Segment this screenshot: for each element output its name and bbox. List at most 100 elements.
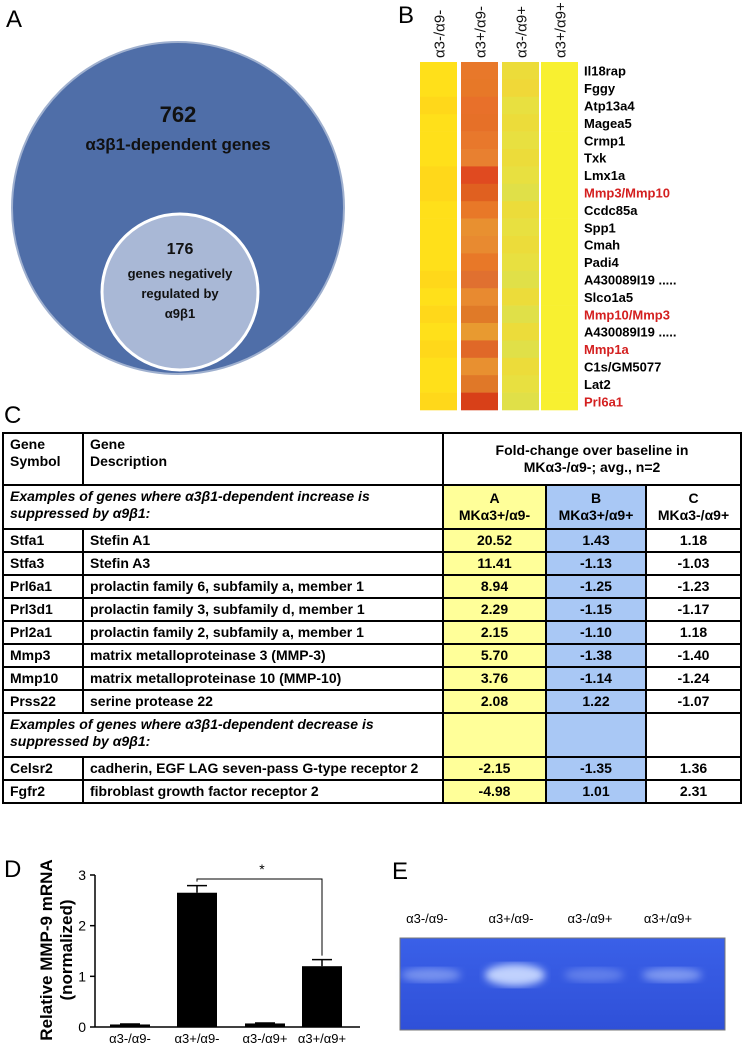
heatmap-cell <box>541 114 578 132</box>
significance-bracket <box>196 878 323 956</box>
heatmap-cell <box>502 62 539 80</box>
gene-label: Atp13a4 <box>584 99 635 114</box>
table-cell: Prl3d1 <box>2 597 84 622</box>
heatmap-cell <box>541 201 578 219</box>
table-cell: A MKα3+/α9- <box>442 484 547 530</box>
cell-text: -1.15 <box>580 601 612 617</box>
y-tick-label: 3 <box>78 867 86 883</box>
table-cell: -1.38 <box>545 643 647 668</box>
y-tick-label: 1 <box>78 968 86 984</box>
cell-text: 2.29 <box>480 601 509 617</box>
table-cell: -1.13 <box>545 551 647 576</box>
bar <box>177 892 217 1027</box>
cell-text: -1.10 <box>580 624 612 640</box>
cell-text: 1.36 <box>679 760 708 776</box>
cell-text: 1.01 <box>582 783 610 799</box>
heatmap-cell <box>461 114 498 132</box>
heatmap-cell <box>461 183 498 202</box>
table-cell: 11.41 <box>442 551 547 576</box>
panel-label: C <box>4 402 22 429</box>
table-cell: 2.31 <box>644 779 743 804</box>
cell-text: Stfa1 <box>10 532 45 548</box>
table-cell: Fgfr2 <box>2 779 84 804</box>
cell-text: Prl6a1 <box>10 578 53 594</box>
cell-text: A <box>489 490 500 506</box>
heatmap-cell <box>502 323 539 341</box>
heatmap-cell <box>541 357 578 376</box>
heatmap-cell <box>461 201 498 219</box>
table-row: Prl3d1 prolactin family 3, subfamily d, m… <box>2 597 743 622</box>
cell-text: Symbol <box>10 453 61 469</box>
gene-label: Ccdc85a <box>584 203 638 218</box>
heatmap-cell <box>461 236 498 254</box>
heatmap-cell <box>420 96 457 115</box>
heatmap-cell <box>461 149 498 167</box>
heatmap-cell <box>502 340 539 359</box>
table-cell: 2.08 <box>442 689 547 714</box>
heatmap-cell <box>420 62 457 80</box>
cell-text: MKα3-/α9-; avg., n=2 <box>523 459 661 475</box>
table-cell: Prl6a1 <box>2 574 84 599</box>
cell-text: 1.22 <box>582 693 610 709</box>
table-cell <box>644 712 743 758</box>
table-cell: prolactin family 6, subfamily a, member … <box>82 574 444 599</box>
table-cell: 1.36 <box>644 756 743 781</box>
y-axis-label: Relative MMP-9 mRNA <box>37 859 56 1040</box>
heatmap-cell <box>420 131 457 150</box>
table-cell: Examples of genes where α3β1-dependent i… <box>2 484 444 530</box>
table-row: Mmp3 matrix metalloproteinase 3 (MMP-3) 5.… <box>2 643 743 668</box>
table-cell: Examples of genes where α3β1-dependent d… <box>2 712 444 758</box>
cell-text: Gene <box>10 436 46 452</box>
cell-text: MKα3+/α9- <box>458 507 531 523</box>
table-cell: 1.18 <box>644 620 743 645</box>
heatmap-cell <box>502 131 539 150</box>
table-row: Stfa3 Stefin A3 11.41 -1.13 -1.03 <box>2 551 743 576</box>
y-tick-label: 2 <box>78 918 86 934</box>
gel-band <box>401 968 461 982</box>
table-cell: Stfa1 <box>2 528 84 553</box>
heatmap-cell <box>502 166 539 185</box>
gene-label: A430089I19 ..... <box>584 273 677 288</box>
gene-set-label: regulated by <box>141 286 219 301</box>
gene-label: Crmp1 <box>584 133 625 148</box>
heatmap-cell <box>541 288 578 306</box>
cell-text: Stefin A1 <box>90 532 151 548</box>
cell-text: -1.17 <box>677 601 710 617</box>
table-row: Examples of genes where α3β1-dependent d… <box>2 712 743 758</box>
heatmap-cell <box>420 114 457 132</box>
table-row: Mmp10 matrix metalloproteinase 10 (MMP-10… <box>2 666 743 691</box>
gene-label: Cmah <box>584 238 620 253</box>
cell-text: -1.35 <box>580 760 612 776</box>
heatmap-cell <box>502 79 539 98</box>
gene-set-label: α9β1 <box>165 306 195 321</box>
table-row: Celsr2 cadherin, EGF LAG seven-pass G-typ… <box>2 756 743 781</box>
lane-label: α3+/α9- <box>488 911 533 926</box>
cell-text: matrix metalloproteinase 10 (MMP-10) <box>90 670 342 686</box>
heatmap-cell <box>502 357 539 376</box>
heatmap-cell <box>502 253 539 272</box>
lane-label: α3-/α9- <box>406 911 448 926</box>
lane-label: α3-/α9+ <box>567 911 612 926</box>
cell-text: -1.25 <box>580 578 612 594</box>
heatmap-cell <box>461 392 498 411</box>
heatmap-cell <box>420 236 457 254</box>
lane-label: α3+/α9+ <box>644 911 692 926</box>
cell-text: Fgfr2 <box>10 783 45 799</box>
gene-label: Txk <box>584 151 607 166</box>
heatmap-cell <box>502 201 539 219</box>
cell-text: Celsr2 <box>10 760 53 776</box>
heatmap-cell <box>420 253 457 272</box>
table-cell: Mmp3 <box>2 643 84 668</box>
gene-set-label: genes negatively <box>128 266 234 281</box>
cell-text: 3.76 <box>480 670 509 686</box>
gene-label: Mmp1a <box>584 342 630 357</box>
heatmap-cell <box>541 166 578 185</box>
table-cell: 3.76 <box>442 666 547 691</box>
table-cell: -1.15 <box>545 597 647 622</box>
cell-text: 1.18 <box>679 624 708 640</box>
table-cell: -1.40 <box>644 643 743 668</box>
heatmap-cell <box>502 236 539 254</box>
table-cell: -1.23 <box>644 574 743 599</box>
heatmap-cell <box>461 131 498 150</box>
cell-text: Description <box>90 453 168 469</box>
